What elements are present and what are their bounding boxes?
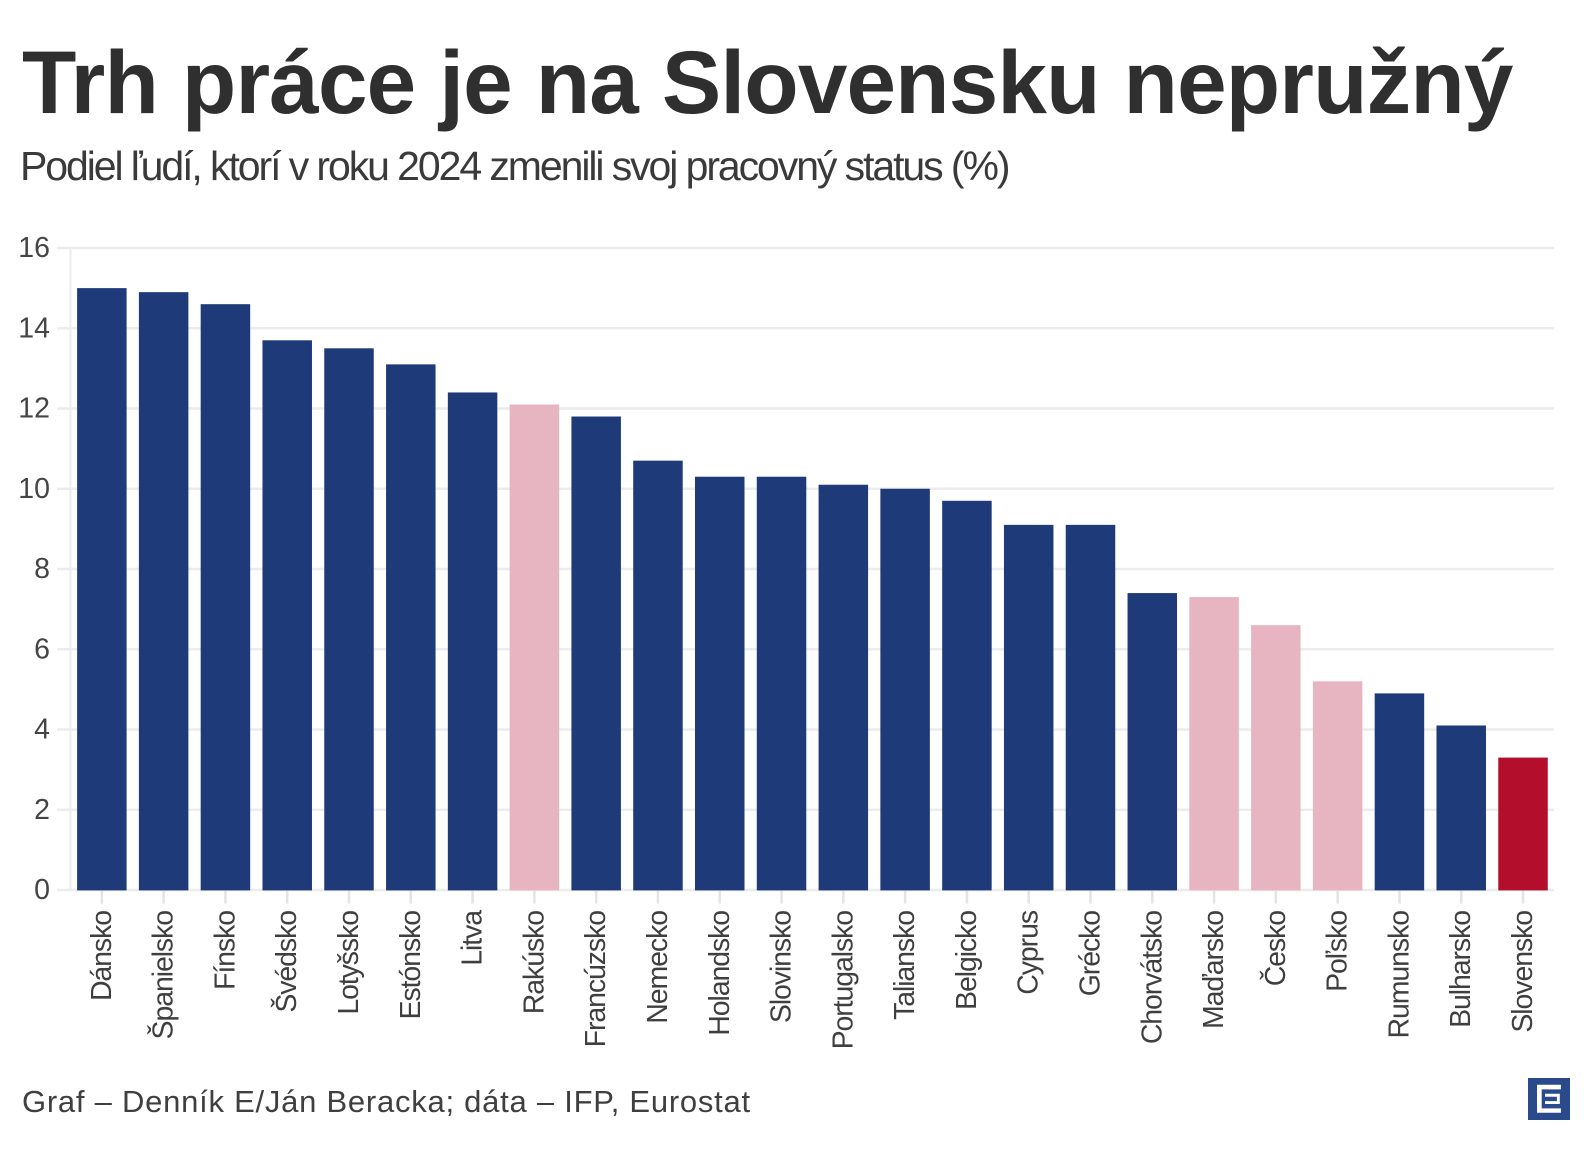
svg-text:Cyprus: Cyprus bbox=[1013, 910, 1045, 995]
svg-text:Maďarsko: Maďarsko bbox=[1198, 911, 1230, 1029]
svg-text:10: 10 bbox=[18, 473, 50, 505]
svg-text:4: 4 bbox=[34, 714, 50, 746]
svg-text:Taliansko: Taliansko bbox=[889, 911, 921, 1020]
svg-text:6: 6 bbox=[34, 633, 50, 665]
svg-text:Slovensko: Slovensko bbox=[1507, 911, 1539, 1033]
svg-text:Fínsko: Fínsko bbox=[209, 911, 241, 990]
svg-text:2: 2 bbox=[34, 794, 50, 826]
svg-text:Španielsko: Španielsko bbox=[148, 911, 180, 1040]
svg-text:8: 8 bbox=[34, 553, 50, 585]
svg-text:Portugalsko: Portugalsko bbox=[827, 911, 859, 1050]
svg-text:Francúzsko: Francúzsko bbox=[580, 911, 612, 1048]
svg-text:Rakúsko: Rakúsko bbox=[518, 911, 550, 1014]
svg-text:Rumunsko: Rumunsko bbox=[1383, 911, 1415, 1039]
svg-text:16: 16 bbox=[18, 232, 50, 264]
svg-text:Litva: Litva bbox=[457, 910, 489, 966]
svg-text:Česko: Česko bbox=[1260, 911, 1292, 987]
svg-text:Grécko: Grécko bbox=[1074, 911, 1106, 997]
svg-text:Holandsko: Holandsko bbox=[704, 911, 736, 1036]
svg-text:Švédsko: Švédsko bbox=[271, 911, 303, 1013]
svg-text:Chorvátsko: Chorvátsko bbox=[1136, 911, 1168, 1044]
svg-text:Nemecko: Nemecko bbox=[642, 911, 674, 1024]
svg-text:Dánsko: Dánsko bbox=[86, 911, 118, 1001]
svg-text:Slovinsko: Slovinsko bbox=[766, 911, 798, 1023]
svg-text:Poľsko: Poľsko bbox=[1322, 911, 1354, 992]
svg-text:Bulharsko: Bulharsko bbox=[1445, 911, 1477, 1028]
svg-text:0: 0 bbox=[34, 874, 50, 906]
svg-text:Belgicko: Belgicko bbox=[951, 911, 983, 1010]
svg-text:Lotyšsko: Lotyšsko bbox=[333, 911, 365, 1015]
svg-text:Estónsko: Estónsko bbox=[395, 911, 427, 1020]
svg-text:14: 14 bbox=[18, 312, 50, 344]
svg-text:12: 12 bbox=[18, 393, 50, 425]
